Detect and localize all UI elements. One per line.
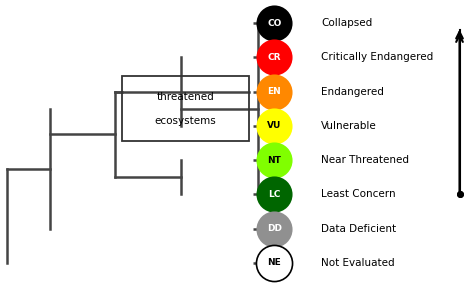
Text: NT: NT (267, 156, 282, 165)
Text: ecosystems: ecosystems (155, 116, 216, 126)
Text: EN: EN (268, 87, 282, 96)
Text: NE: NE (268, 258, 282, 267)
Text: CO: CO (267, 19, 282, 28)
Text: Collapsed: Collapsed (321, 18, 373, 28)
Text: Data Deficient: Data Deficient (321, 223, 396, 233)
Text: CR: CR (268, 53, 281, 62)
Bar (122, 76, 249, 141)
Text: LC: LC (268, 190, 281, 199)
Text: Least Concern: Least Concern (321, 189, 396, 199)
Text: Critically Endangered: Critically Endangered (321, 53, 434, 63)
Text: DD: DD (267, 224, 282, 233)
Text: Near Threatened: Near Threatened (321, 155, 410, 165)
Text: Endangered: Endangered (321, 87, 384, 97)
Text: VU: VU (267, 121, 282, 130)
Text: Not Evaluated: Not Evaluated (321, 258, 395, 268)
Text: threatened: threatened (156, 92, 214, 102)
Text: Vulnerable: Vulnerable (321, 121, 377, 131)
